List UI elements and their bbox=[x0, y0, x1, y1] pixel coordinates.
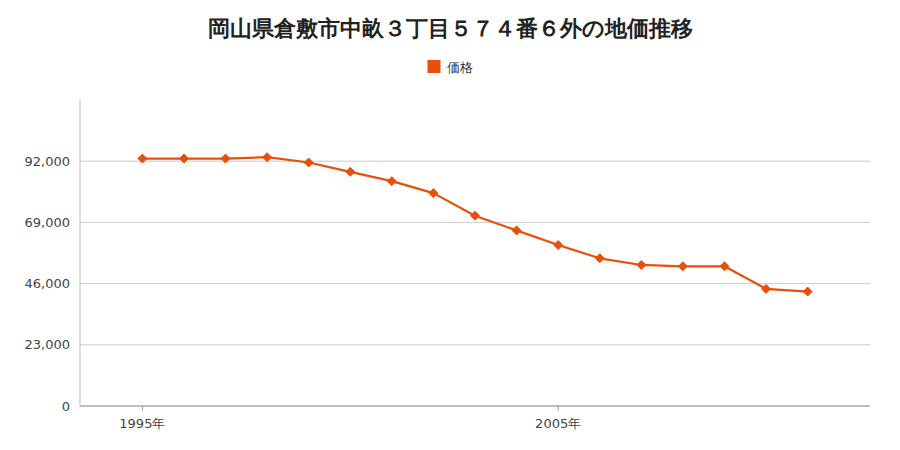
chart-title: 岡山県倉敷市中畝３丁目５７４番６外の地価推移 bbox=[208, 16, 693, 41]
series-marker bbox=[720, 262, 729, 271]
y-grid-line bbox=[80, 283, 870, 284]
series-line bbox=[142, 157, 807, 291]
x-tick-label: 2005年 bbox=[535, 416, 581, 431]
legend-label: 価格 bbox=[447, 60, 473, 75]
series-marker bbox=[512, 226, 521, 235]
series-marker bbox=[595, 254, 604, 263]
series-marker bbox=[179, 154, 188, 163]
legend-swatch bbox=[428, 60, 441, 73]
series-marker bbox=[554, 241, 563, 250]
series-marker bbox=[387, 177, 396, 186]
series-marker bbox=[429, 189, 438, 198]
series-marker bbox=[678, 262, 687, 271]
y-tick-label: 46,000 bbox=[25, 276, 71, 291]
y-tick-label: 69,000 bbox=[25, 215, 71, 230]
chart-container: 岡山県倉敷市中畝３丁目５７４番６外の地価推移 0 23,000 46,000 69,00… bbox=[0, 0, 900, 450]
series-marker bbox=[471, 211, 480, 220]
y-grid-line bbox=[80, 222, 870, 223]
series-marker bbox=[304, 158, 313, 167]
x-axis-line bbox=[80, 406, 870, 407]
series-marker bbox=[221, 154, 230, 163]
y-grid-line bbox=[80, 344, 870, 345]
y-axis-line bbox=[80, 100, 81, 406]
grid bbox=[80, 161, 870, 406]
y-grid-line bbox=[80, 406, 870, 407]
x-tick-label: 1995年 bbox=[119, 416, 165, 431]
y-tick-label: 92,000 bbox=[25, 154, 71, 169]
chart-svg: 岡山県倉敷市中畝３丁目５７４番６外の地価推移 0 23,000 46,000 69,00… bbox=[0, 0, 900, 450]
x-tick-mark bbox=[142, 406, 143, 411]
axes: 0 23,000 46,000 69,000 92,000 1995年 2005年 bbox=[25, 100, 871, 431]
y-tick-label: 23,000 bbox=[25, 337, 71, 352]
series-marker bbox=[637, 260, 646, 269]
series-marker bbox=[346, 167, 355, 176]
plot-data bbox=[138, 153, 812, 296]
series-marker bbox=[803, 287, 812, 296]
series-marker bbox=[762, 284, 771, 293]
y-grid-line bbox=[80, 161, 870, 162]
series-marker bbox=[263, 153, 272, 162]
x-tick-mark bbox=[558, 406, 559, 411]
legend: 価格 bbox=[428, 60, 473, 75]
legend-item: 価格 bbox=[428, 60, 473, 75]
y-tick-label: 0 bbox=[62, 399, 70, 414]
series-marker bbox=[138, 154, 147, 163]
